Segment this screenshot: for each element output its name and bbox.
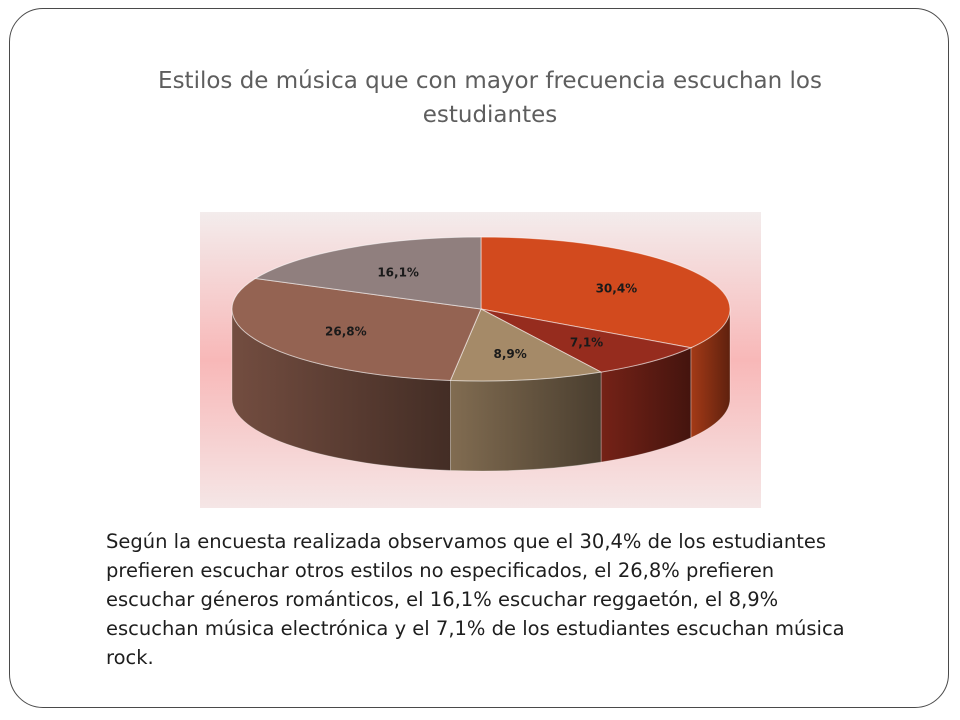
summary-text: Según la encuesta realizada observamos q… [106,530,845,669]
pie-side-2 [450,371,602,472]
pie-slice-2 [449,308,603,382]
pie-label-4: 16,1% [377,265,419,279]
pie-label-2: 8,9% [494,347,527,361]
pie-sides [231,308,731,472]
pie-slice-4 [254,236,482,310]
pie-label-0: 30,4% [596,282,638,296]
pie-slice-1 [480,308,693,373]
pie-label-3: 26,8% [325,325,367,339]
pie-slice-3 [231,277,482,381]
pie-chart: 30,4% 7,1% 8,9% 26,8% 16,1% [200,212,761,508]
pie-label-1: 7,1% [570,336,603,350]
slide-title: Estilos de música que con mayor frecuenc… [158,68,822,128]
pie-labels: 30,4% 7,1% 8,9% 26,8% 16,1% [325,265,637,361]
pie-chart-svg: 30,4% 7,1% 8,9% 26,8% 16,1% [200,212,761,508]
pie-slices [231,236,731,382]
